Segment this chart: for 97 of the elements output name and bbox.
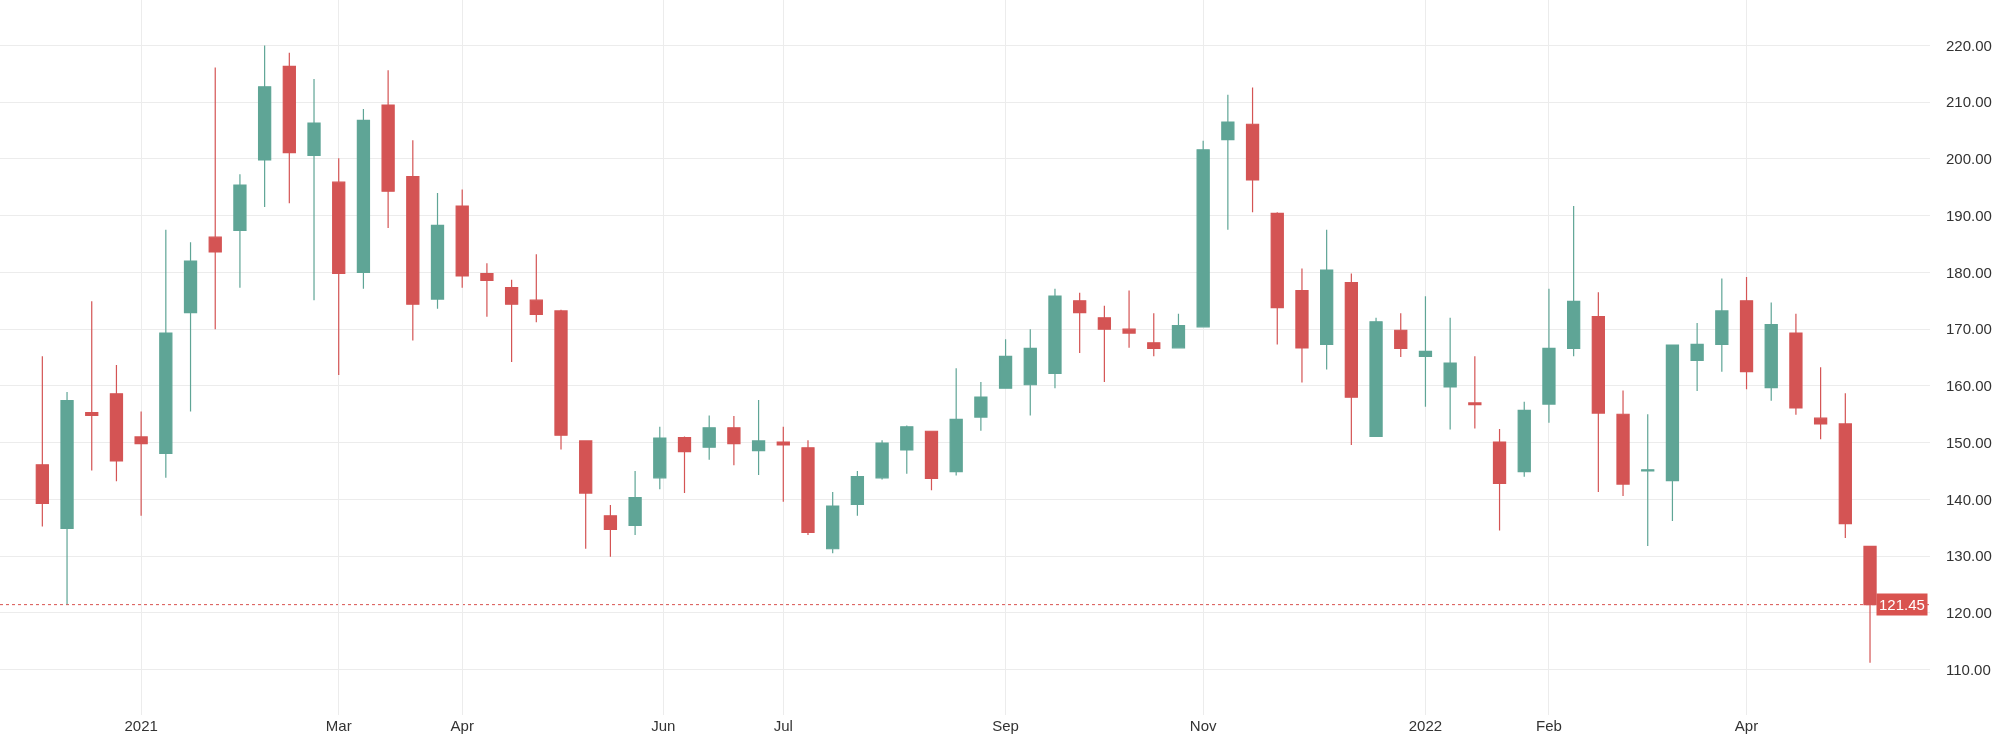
- candlestick: [998, 338, 1013, 389]
- y-tick-label: 170.00: [1946, 320, 1992, 338]
- candlestick: [134, 410, 148, 517]
- candlestick: [1517, 401, 1531, 478]
- candlestick: [1665, 343, 1680, 522]
- candlestick: [1048, 288, 1062, 389]
- ref-line-label: 121.45: [1879, 596, 1925, 613]
- candlestick: [1468, 355, 1482, 430]
- candlestick: [1838, 392, 1852, 539]
- candlestick: [480, 262, 494, 318]
- y-tick-label: 150.00: [1946, 433, 1992, 451]
- candlestick: [381, 69, 395, 229]
- y-tick-label: 140.00: [1946, 490, 1992, 508]
- candlestick: [1443, 317, 1457, 431]
- candlestick: [1221, 94, 1235, 231]
- y-tick-label: 180.00: [1946, 263, 1992, 281]
- candlestick: [332, 157, 346, 376]
- candlestick: [801, 439, 815, 536]
- candlestick: [603, 504, 618, 558]
- x-tick-label: 2021: [124, 717, 158, 734]
- candlestick: [406, 139, 420, 342]
- candlestick: [1616, 389, 1630, 497]
- x-tick-label: Apr: [450, 717, 474, 734]
- candlestick: [900, 425, 914, 475]
- candlestick: [1641, 413, 1655, 547]
- candlestick: [529, 253, 543, 323]
- candlestick: [727, 415, 741, 466]
- y-tick-label: 160.00: [1946, 377, 1992, 395]
- candlestick: [1171, 313, 1186, 349]
- candlestick: [677, 435, 692, 494]
- candlestick: [208, 66, 222, 330]
- x-tick-label: Jul: [773, 717, 793, 734]
- candlestick: [1492, 428, 1507, 532]
- candlestick: [949, 367, 963, 477]
- candlestick: [776, 426, 790, 503]
- candlestick: [875, 439, 889, 481]
- candlestick: [159, 229, 173, 479]
- x-tick-label: 2022: [1408, 717, 1443, 734]
- candlestick: [554, 309, 568, 451]
- y-tick-label: 130.00: [1946, 547, 1992, 565]
- candlestick: [1764, 301, 1778, 402]
- candlestick: [974, 381, 988, 432]
- x-tick-label: Nov: [1189, 717, 1217, 734]
- candlestick: [455, 188, 469, 289]
- candlestick: [1739, 276, 1754, 390]
- candlestick: [35, 355, 49, 528]
- candlestick: [504, 279, 519, 363]
- candlestick: [85, 300, 99, 472]
- candlestick: [751, 399, 766, 476]
- candlestick: [1566, 205, 1581, 357]
- candlestick: [109, 364, 124, 482]
- candlestick: [579, 439, 593, 550]
- candlestick: [850, 470, 865, 517]
- candlestick: [1073, 292, 1087, 354]
- candlestick: [826, 491, 840, 554]
- candlestick: [1023, 328, 1037, 416]
- candlestick: [1097, 305, 1112, 383]
- candlestick: [183, 241, 198, 413]
- y-tick-label: 200.00: [1946, 150, 1992, 168]
- candlestick: [257, 44, 272, 208]
- x-tick-label: Apr: [1734, 717, 1759, 734]
- candlestick: [1196, 140, 1210, 328]
- candlestick: [430, 192, 445, 310]
- candlestick: [1591, 291, 1605, 493]
- candlestick: [1715, 278, 1729, 373]
- candlestick: [1690, 322, 1704, 392]
- candlestick: [1394, 312, 1408, 358]
- candlestick: [1344, 272, 1358, 446]
- candlestick: [1295, 267, 1309, 384]
- y-tick-label: 190.00: [1946, 206, 1992, 224]
- x-tick-label: Mar: [325, 717, 352, 734]
- candlestick: [307, 78, 321, 301]
- candlestick: [1813, 366, 1828, 440]
- candlestick: [356, 108, 371, 290]
- candlestick: [653, 426, 667, 490]
- x-tick-label: Jun: [651, 717, 676, 734]
- candlestick: [1418, 295, 1433, 408]
- y-tick-label: 210.00: [1946, 93, 1992, 111]
- candlestick: [1542, 288, 1556, 424]
- candlestick: [1270, 211, 1284, 346]
- y-tick-label: 120.00: [1946, 604, 1992, 622]
- candlestick: [282, 52, 296, 204]
- candlestick: [1369, 317, 1383, 437]
- x-tick-label: Feb: [1536, 717, 1562, 734]
- y-tick-label: 110.00: [1946, 660, 1991, 678]
- candlestick: [1789, 313, 1803, 416]
- y-tick-label: 220.00: [1946, 36, 1992, 54]
- candlestick: [1147, 312, 1161, 357]
- candlestick: [924, 430, 939, 491]
- candlestick: [628, 470, 642, 536]
- candlestick: [233, 173, 247, 289]
- candlestick: [60, 391, 74, 605]
- candlestick: [1320, 229, 1334, 371]
- x-tick-label: Sep: [992, 717, 1019, 734]
- candlestick: [1122, 289, 1136, 349]
- candlestick: [702, 414, 716, 461]
- candlestick: [1245, 86, 1260, 213]
